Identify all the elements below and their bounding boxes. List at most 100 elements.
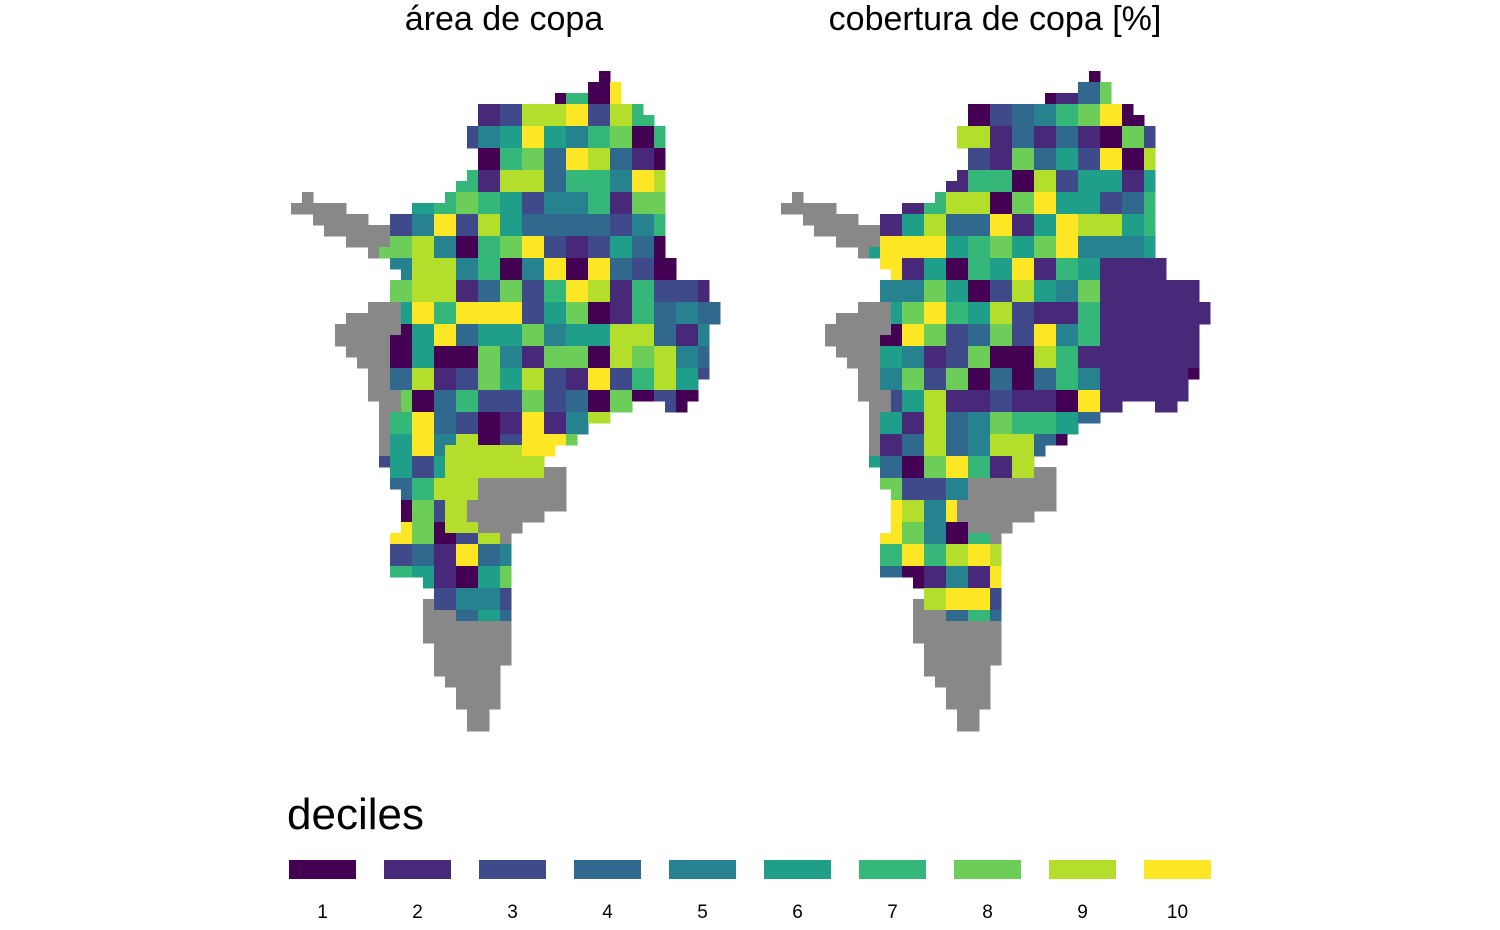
map-zone	[423, 577, 435, 589]
map-zone	[577, 137, 589, 149]
map-zone	[935, 379, 947, 391]
map-zone	[924, 423, 936, 435]
map-zone	[566, 247, 578, 259]
map-zone	[302, 192, 314, 204]
map-zone	[412, 544, 424, 556]
map-zone	[500, 104, 512, 116]
map-zone	[1012, 203, 1024, 215]
map-zone	[533, 280, 545, 292]
map-zone	[902, 390, 914, 402]
map-zone	[1078, 291, 1090, 303]
map-zone	[500, 610, 512, 622]
map-zone	[979, 313, 991, 325]
map-zone	[588, 93, 600, 105]
map-zone	[957, 610, 969, 622]
map-zone	[489, 423, 501, 435]
map-zone	[390, 445, 402, 457]
map-zone	[1023, 258, 1035, 270]
map-zone	[1133, 302, 1145, 314]
map-zone	[621, 137, 633, 149]
map-zone	[357, 313, 369, 325]
legend-item-8: 8	[954, 860, 1021, 928]
map-zone	[500, 390, 512, 402]
map-zone	[1122, 335, 1134, 347]
map-zone	[676, 390, 688, 402]
map-zone	[1078, 247, 1090, 259]
map-zone	[946, 236, 958, 248]
map-zone	[390, 434, 402, 446]
map-zone	[632, 390, 644, 402]
map-zone	[401, 302, 413, 314]
map-zone	[577, 115, 589, 127]
map-zone	[935, 522, 947, 534]
map-zone	[654, 368, 666, 380]
map-zone	[1056, 203, 1068, 215]
map-zone	[621, 104, 633, 116]
map-zone	[401, 500, 413, 512]
map-zone	[935, 599, 947, 611]
map-zone	[588, 390, 600, 402]
map-zone	[478, 104, 490, 116]
map-zone	[891, 544, 903, 556]
map-zone	[588, 192, 600, 204]
map-zone	[654, 379, 666, 391]
map-zone	[588, 401, 600, 413]
map-zone	[368, 225, 380, 237]
map-zone	[1012, 335, 1024, 347]
map-zone	[434, 291, 446, 303]
map-zone	[1056, 258, 1068, 270]
map-zone	[434, 214, 446, 226]
map-zone	[935, 676, 947, 688]
map-zone	[1111, 148, 1123, 160]
legend: 1 2 3 4 5 6 7 8 9 10	[289, 860, 1214, 930]
map-zone	[1144, 137, 1156, 149]
map-zone	[412, 203, 424, 215]
map-zone	[1001, 467, 1013, 479]
map-zone	[1023, 214, 1035, 226]
map-zone	[1089, 258, 1101, 270]
map-zone	[566, 412, 578, 424]
map-zone	[880, 346, 892, 358]
map-zone	[412, 489, 424, 501]
map-zone	[555, 192, 567, 204]
map-zone	[533, 302, 545, 314]
map-zone	[412, 335, 424, 347]
map-zone	[1067, 269, 1079, 281]
map-zone	[544, 500, 556, 512]
map-zone	[979, 390, 991, 402]
map-zone	[1166, 357, 1178, 369]
map-zone	[858, 379, 870, 391]
map-zone	[500, 181, 512, 193]
map-zone	[935, 478, 947, 490]
map-zone	[489, 126, 501, 138]
legend-label: 6	[792, 902, 803, 923]
map-zone	[1001, 522, 1013, 534]
map-zone	[489, 192, 501, 204]
map-zone	[913, 357, 925, 369]
map-zone	[555, 181, 567, 193]
map-zone	[858, 225, 870, 237]
map-zone	[445, 632, 457, 644]
map-zone	[500, 236, 512, 248]
map-zone	[478, 533, 490, 545]
map-zone	[1001, 280, 1013, 292]
map-zone	[1100, 203, 1112, 215]
map-zone	[291, 203, 303, 215]
map-zone	[1034, 280, 1046, 292]
map-zone	[891, 445, 903, 457]
map-zone	[456, 203, 468, 215]
map-zone	[632, 236, 644, 248]
map-zone	[566, 379, 578, 391]
map-zone	[489, 115, 501, 127]
map-zone	[467, 214, 479, 226]
map-zone	[979, 555, 991, 567]
map-zone	[368, 335, 380, 347]
map-zone	[478, 247, 490, 259]
map-zone	[401, 456, 413, 468]
map-zone	[489, 500, 501, 512]
map-zone	[687, 357, 699, 369]
map-zone	[478, 643, 490, 655]
map-zone	[924, 467, 936, 479]
map-zone	[935, 654, 947, 666]
map-zone	[434, 324, 446, 336]
